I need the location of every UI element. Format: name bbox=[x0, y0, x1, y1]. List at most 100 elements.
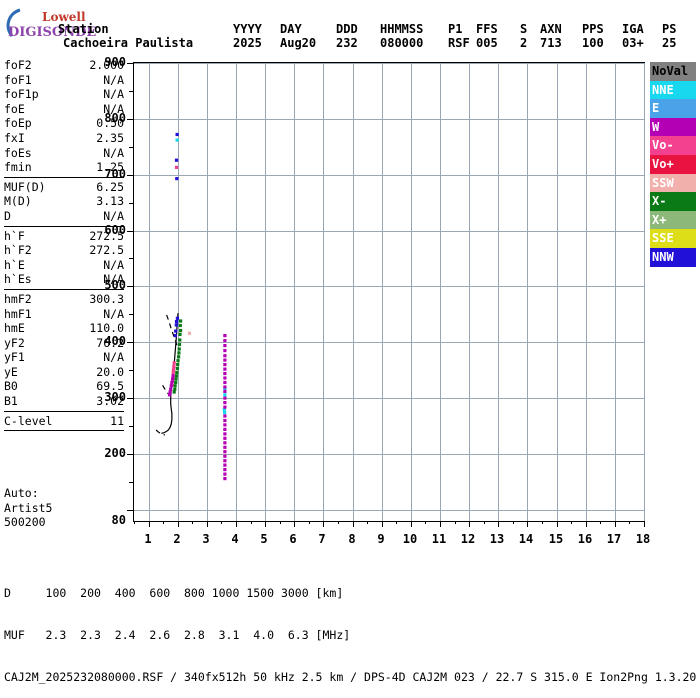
header-value-ffs: 005 bbox=[476, 36, 498, 50]
gridline-vertical bbox=[382, 63, 383, 521]
data-point bbox=[223, 477, 227, 481]
param-key: foEp bbox=[4, 116, 32, 131]
param-divider bbox=[4, 430, 124, 432]
data-point bbox=[177, 347, 181, 351]
data-point bbox=[175, 138, 179, 142]
footer-info: D 100 200 400 600 800 1000 1500 3000 [km… bbox=[4, 558, 696, 698]
legend-item-e[interactable]: E bbox=[650, 99, 696, 118]
data-point bbox=[223, 418, 227, 423]
ytick bbox=[129, 147, 134, 148]
legend-item-w[interactable]: W bbox=[650, 117, 696, 137]
data-point bbox=[223, 463, 227, 467]
gridline-vertical bbox=[469, 63, 470, 521]
data-point bbox=[223, 472, 227, 476]
svg-text:Lowell: Lowell bbox=[42, 10, 86, 24]
curve-profile-solid bbox=[161, 313, 179, 434]
header-value-yyyy: 2025 bbox=[233, 36, 262, 50]
xtick-label-18: 18 bbox=[635, 532, 651, 546]
data-point bbox=[223, 334, 227, 338]
legend-item-vo-[interactable]: Vo+ bbox=[650, 154, 696, 174]
xtick bbox=[149, 521, 150, 527]
data-point bbox=[176, 359, 180, 363]
xtick bbox=[382, 521, 383, 527]
legend-item-nne[interactable]: NNE bbox=[650, 80, 696, 100]
gridline-vertical bbox=[294, 63, 295, 521]
xtick-minor bbox=[251, 521, 252, 524]
data-point bbox=[223, 393, 227, 397]
xtick-minor bbox=[367, 521, 368, 524]
xtick-label-14: 14 bbox=[518, 532, 534, 546]
gridline-vertical bbox=[323, 63, 324, 521]
xtick bbox=[469, 521, 470, 527]
legend-item-vo-[interactable]: Vo- bbox=[650, 136, 696, 155]
digisonde-logo: Lowell DIGISONDE bbox=[6, 6, 156, 42]
header-value-pps: 100 bbox=[582, 36, 604, 50]
data-point bbox=[168, 390, 172, 394]
header-label-ddd: DDD bbox=[336, 22, 358, 36]
param-row-hmf1: hmF1 N/A bbox=[4, 307, 124, 322]
data-point bbox=[223, 396, 227, 400]
xtick bbox=[527, 521, 528, 527]
param-value: 76.2 bbox=[96, 335, 124, 350]
data-point bbox=[174, 165, 179, 169]
data-point bbox=[222, 408, 226, 412]
legend-item-x-[interactable]: X- bbox=[650, 192, 696, 211]
param-value: 110.0 bbox=[89, 321, 124, 336]
data-point bbox=[174, 380, 178, 385]
xtick bbox=[178, 521, 179, 527]
param-key: fmin bbox=[4, 160, 32, 175]
param-value: N/A bbox=[103, 350, 124, 365]
gridline-horizontal bbox=[134, 398, 644, 399]
param-row-fmin: fmin 1.25 bbox=[4, 160, 124, 175]
data-point bbox=[178, 323, 182, 328]
curve-muf-dashed bbox=[166, 314, 179, 349]
gridline-vertical bbox=[149, 63, 150, 521]
gridline-vertical bbox=[644, 63, 645, 521]
xtick-minor bbox=[396, 521, 397, 524]
ionogram-parameters-panel: foF2 2.000 foF1 N/A foF1p N/A foE N/A foEp 0.50 fx… bbox=[4, 58, 124, 433]
gridline-horizontal bbox=[134, 175, 644, 176]
data-point bbox=[177, 355, 181, 359]
param-value: 1.25 bbox=[96, 160, 124, 175]
legend-item-noval[interactable]: NoVal bbox=[650, 62, 696, 81]
data-point bbox=[223, 445, 227, 449]
ionogram-plot[interactable] bbox=[127, 62, 645, 527]
param-value: 2.000 bbox=[89, 58, 124, 72]
legend-item-ssw[interactable]: SSW bbox=[650, 173, 696, 193]
data-point bbox=[175, 316, 179, 320]
xtick bbox=[353, 521, 354, 527]
xtick bbox=[411, 521, 412, 527]
header-label-day: DAY bbox=[280, 22, 302, 36]
xtick-label-7: 7 bbox=[318, 532, 326, 546]
param-key: h`E bbox=[4, 257, 25, 272]
param-row-d: D N/A bbox=[4, 209, 124, 224]
data-point bbox=[223, 405, 227, 409]
xtick-minor bbox=[338, 521, 339, 524]
param-row-b1: B1 3.02 bbox=[4, 394, 124, 409]
data-point bbox=[223, 339, 227, 343]
xtick-label-10: 10 bbox=[402, 532, 418, 546]
param-row-fof1p: foF1p N/A bbox=[4, 87, 124, 102]
xtick bbox=[440, 521, 441, 527]
ytick-label-80: 80 bbox=[111, 513, 126, 527]
data-point bbox=[170, 377, 175, 381]
data-point bbox=[223, 371, 227, 376]
legend-item-sse[interactable]: SSE bbox=[650, 229, 696, 248]
param-value: 11 bbox=[110, 413, 124, 428]
xtick-label-15: 15 bbox=[548, 532, 564, 546]
data-point bbox=[187, 331, 191, 335]
header-value-axn: 713 bbox=[540, 36, 562, 50]
param-key: hmF2 bbox=[4, 291, 32, 306]
param-value: N/A bbox=[103, 257, 124, 272]
param-row-yf2: yF2 76.2 bbox=[4, 336, 124, 351]
param-divider bbox=[4, 225, 124, 227]
xtick-minor bbox=[513, 521, 514, 524]
param-row-muf-d-: MUF(D) 6.25 bbox=[4, 180, 124, 195]
param-row-b0: B0 69.5 bbox=[4, 379, 124, 394]
series-nne bbox=[175, 138, 227, 415]
direction-legend[interactable]: NoVal NNE E W Vo- Vo+ SSW X- X+ SSE NNW bbox=[650, 62, 696, 267]
legend-item-x-[interactable]: X+ bbox=[650, 210, 696, 230]
param-value: N/A bbox=[103, 208, 124, 223]
xtick-label-16: 16 bbox=[577, 532, 593, 546]
legend-item-nnw[interactable]: NNW bbox=[650, 247, 696, 267]
